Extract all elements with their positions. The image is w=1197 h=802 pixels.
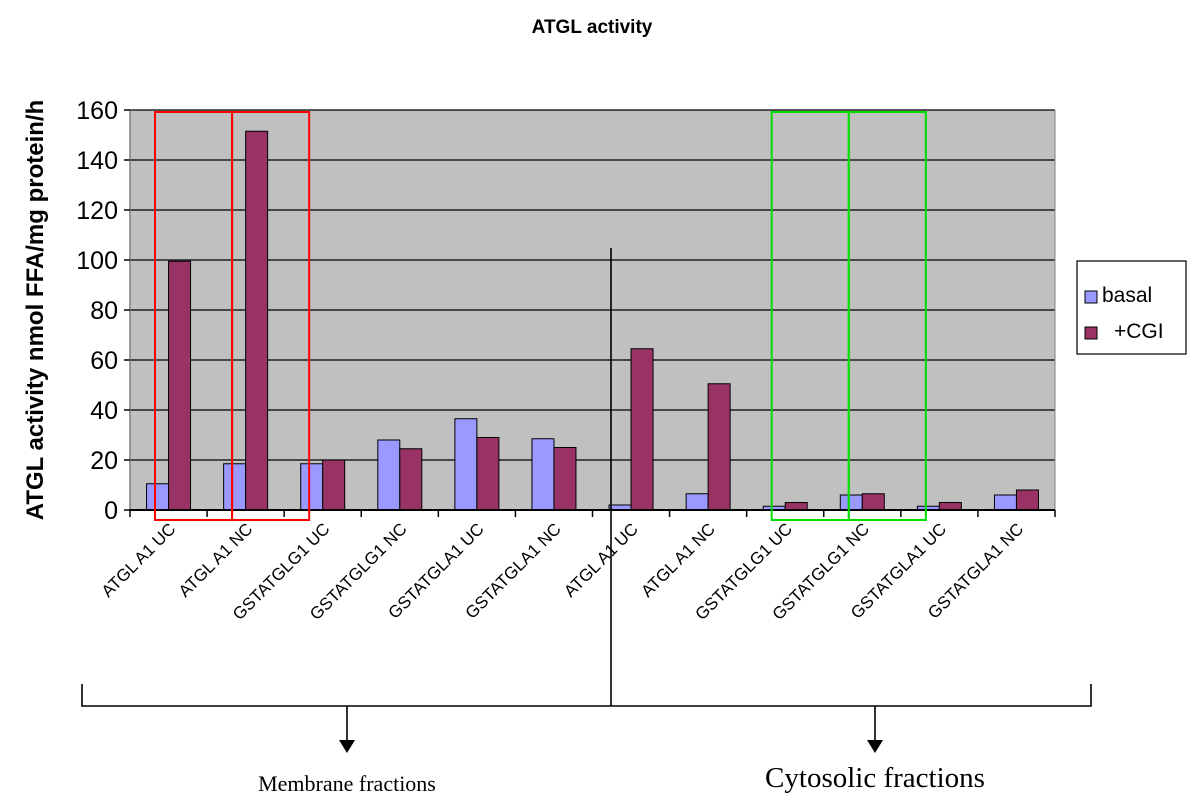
bar-basal <box>839 494 863 511</box>
bar-cgi <box>1015 489 1039 511</box>
bar-cgi <box>784 502 808 511</box>
chart-title: ATGL activity <box>532 17 653 38</box>
legend: basal +CGI <box>1076 260 1187 355</box>
legend-swatch-cgi <box>1084 326 1098 340</box>
highlight-box <box>847 111 927 521</box>
bar-cgi <box>861 493 885 511</box>
y-tick-label: 20 <box>90 447 118 475</box>
bar-cgi <box>476 437 500 511</box>
bar-cgi <box>630 348 654 511</box>
bar-basal <box>531 438 555 511</box>
y-tick-label: 80 <box>90 297 118 325</box>
bar-basal <box>993 494 1017 511</box>
legend-label-cgi: +CGI <box>1114 320 1164 343</box>
bar-basal <box>146 483 170 511</box>
bar-basal <box>377 439 401 511</box>
legend-label-basal: basal <box>1102 284 1152 307</box>
bar-cgi <box>707 383 731 511</box>
y-tick-label: 60 <box>90 347 118 375</box>
bar-cgi <box>553 447 577 511</box>
highlight-box <box>231 111 311 521</box>
y-axis-label: ATGL activity nmol FFA/mg protein/h <box>22 100 49 520</box>
y-tick-label: 140 <box>76 147 118 175</box>
bar-cgi <box>938 502 962 511</box>
bar-basal <box>454 418 478 511</box>
bar-cgi <box>399 448 423 511</box>
bar-cgi <box>245 130 269 511</box>
group-bracket-line <box>81 684 1092 707</box>
bar-basal <box>223 463 247 511</box>
group-label-membrane: Membrane fractions <box>258 771 436 796</box>
y-tick-label: 40 <box>90 397 118 425</box>
bar-basal <box>300 463 324 511</box>
bar-cgi <box>168 260 192 511</box>
cytosolic-arrow-head <box>867 740 883 753</box>
membrane-arrow-head <box>339 740 355 753</box>
fraction-brackets: Membrane fractions Cytosolic fractions <box>81 248 1092 796</box>
group-label-cytosolic: Cytosolic fractions <box>765 762 985 794</box>
legend-swatch-basal <box>1084 290 1098 304</box>
bar-cgi <box>322 459 346 511</box>
y-tick-label: 0 <box>104 497 118 525</box>
y-tick-label: 160 <box>76 97 118 125</box>
y-tick-label: 120 <box>76 197 118 225</box>
y-tick-label: 100 <box>76 247 118 275</box>
bar-basal <box>685 493 709 511</box>
